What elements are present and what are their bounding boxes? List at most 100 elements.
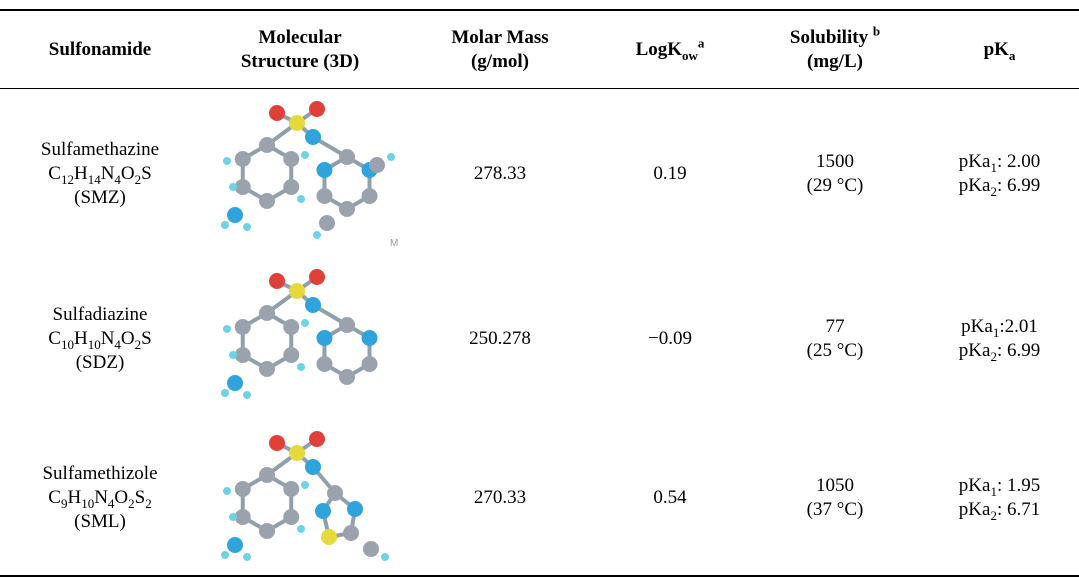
atom <box>309 269 325 285</box>
cell-line: pKa1: 2.00 <box>959 150 1040 174</box>
text-run: : 6.99 <box>997 175 1040 196</box>
atom <box>315 503 331 519</box>
text-run: 1050 <box>816 475 854 496</box>
property-cell: 1500(29 °C) <box>750 90 920 258</box>
molecule-structure <box>205 263 405 413</box>
cell-line: C9H10N4O2S2 <box>48 486 151 510</box>
text-run: (SML) <box>74 511 126 532</box>
cell-line: pKa <box>984 38 1016 62</box>
atom <box>339 369 355 385</box>
atom <box>305 129 321 145</box>
text-run: 0.19 <box>653 163 686 184</box>
cell-line: 250.278 <box>469 327 531 351</box>
atom <box>259 193 275 209</box>
cell-line: 270.33 <box>474 486 526 510</box>
text-run: N <box>101 163 115 184</box>
header-cell: Sulfonamide <box>0 12 200 88</box>
atom <box>369 157 385 173</box>
bottom-rule <box>0 575 1079 577</box>
atom <box>229 183 237 191</box>
atom <box>221 551 229 559</box>
text-run: 0.54 <box>653 487 686 508</box>
atom <box>259 361 275 377</box>
atom <box>269 435 285 451</box>
property-cell: 1050(37 °C) <box>750 420 920 575</box>
atom <box>301 319 309 327</box>
atom <box>362 188 378 204</box>
atom <box>235 509 251 525</box>
text-sub: 12 <box>61 172 74 187</box>
text-run: : 6.71 <box>997 499 1040 520</box>
atom <box>283 319 299 335</box>
property-cell: 0.19 <box>590 90 750 258</box>
text-run: N <box>101 328 115 349</box>
atom <box>235 347 251 363</box>
atom <box>227 207 243 223</box>
atom <box>347 501 363 517</box>
text-run: Sulfonamide <box>49 39 151 60</box>
text-run: : 6.99 <box>997 340 1040 361</box>
text-run: H <box>67 487 81 508</box>
cell-line: (37 °C) <box>807 498 864 522</box>
cell-line: pKa1: 1.95 <box>959 474 1040 498</box>
atom <box>362 356 378 372</box>
cell-line: Sulfamethizole <box>42 462 157 486</box>
header-cell: Solubility b(mg/L) <box>750 12 920 88</box>
atom <box>229 351 237 359</box>
property-cell: pKa1: 2.00pKa2: 6.99 <box>920 90 1079 258</box>
text-run: S <box>135 487 146 508</box>
text-sub: 10 <box>61 337 74 352</box>
cell-line: (29 °C) <box>807 174 864 198</box>
cell-line: −0.09 <box>648 327 692 351</box>
atom <box>319 215 335 231</box>
atom <box>235 481 251 497</box>
text-run: pKa <box>961 316 993 337</box>
text-run: C <box>48 487 61 508</box>
atom <box>221 389 229 397</box>
cell-line: Molecular <box>258 26 341 50</box>
atom <box>305 459 321 475</box>
cell-line: (SDZ) <box>76 351 125 375</box>
compound-cell: SulfamethazineC12H14N4O2S(SMZ) <box>0 90 200 258</box>
text-run: pKa <box>959 340 991 361</box>
atom <box>297 363 305 371</box>
cell-line: pKa2: 6.99 <box>959 174 1040 198</box>
cell-line: C10H10N4O2S <box>48 327 151 351</box>
atom <box>327 485 343 501</box>
atom <box>235 179 251 195</box>
cell-line: Solubility b <box>790 26 880 50</box>
text-run: 270.33 <box>474 487 526 508</box>
cell-line: pKa1:2.01 <box>961 315 1038 339</box>
text-run: Molecular <box>258 27 341 48</box>
atom <box>343 525 359 541</box>
text-run: : 1.95 <box>997 475 1040 496</box>
text-sub: 10 <box>81 495 94 510</box>
atom <box>243 391 251 399</box>
cell-line: pKa2: 6.71 <box>959 498 1040 522</box>
atom <box>229 513 237 521</box>
cell-line: Structure (3D) <box>241 50 359 74</box>
text-run: (25 °C) <box>807 340 864 361</box>
cell-line: 1050 <box>816 474 854 498</box>
atom <box>363 541 379 557</box>
cell-line: 0.19 <box>653 162 686 186</box>
atom <box>235 319 251 335</box>
property-cell: 0.54 <box>590 420 750 575</box>
text-run: :2.01 <box>999 316 1038 337</box>
text-run: C <box>48 163 61 184</box>
text-run: −0.09 <box>648 328 692 349</box>
cell-line: Sulfonamide <box>49 38 151 62</box>
text-run: O <box>114 487 128 508</box>
text-run: Sulfamethazine <box>41 139 159 160</box>
text-run: pKa <box>959 175 991 196</box>
atom <box>339 201 355 217</box>
text-run: : 2.00 <box>997 151 1040 172</box>
atom <box>387 153 395 161</box>
text-sub: 14 <box>88 172 101 187</box>
atom <box>283 151 299 167</box>
text-run: N <box>94 487 108 508</box>
atom <box>223 487 231 495</box>
